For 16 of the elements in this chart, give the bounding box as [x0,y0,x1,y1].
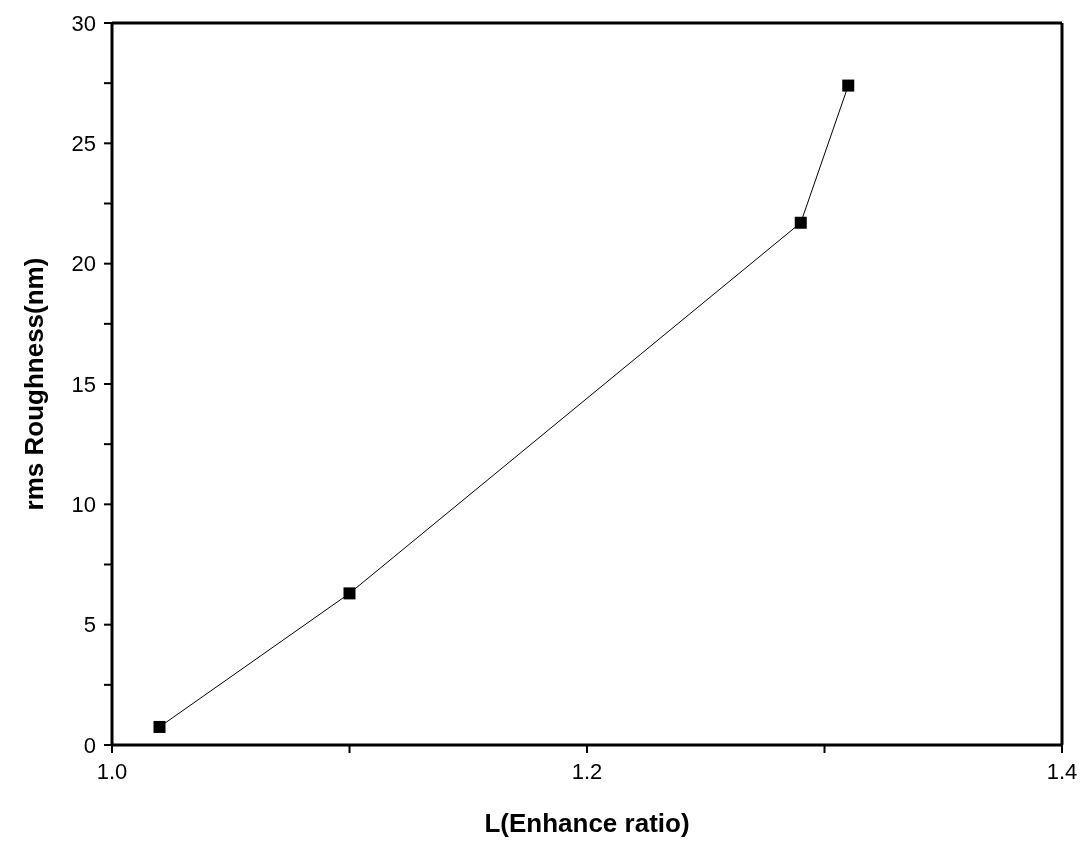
point [153,720,166,733]
x-tick-label: 1.0 [96,758,128,784]
y-tick-label: 5 [83,612,96,638]
y-axis-title: rms Roughness(nm) [19,257,50,511]
point [794,216,807,229]
y-tick-label: 30 [71,10,96,36]
y-tick-label: 0 [83,732,96,758]
x-tick-label: 1.4 [1046,758,1078,784]
y-tick-label: 10 [71,492,96,518]
y-tick-label: 25 [71,131,96,157]
x-axis-title: L(Enhance ratio) [484,808,690,838]
x-tick-label: 1.2 [571,758,603,784]
y-tick-label: 15 [71,371,96,397]
point [842,79,855,92]
y-tick-label: 20 [71,251,96,277]
point [343,587,356,600]
